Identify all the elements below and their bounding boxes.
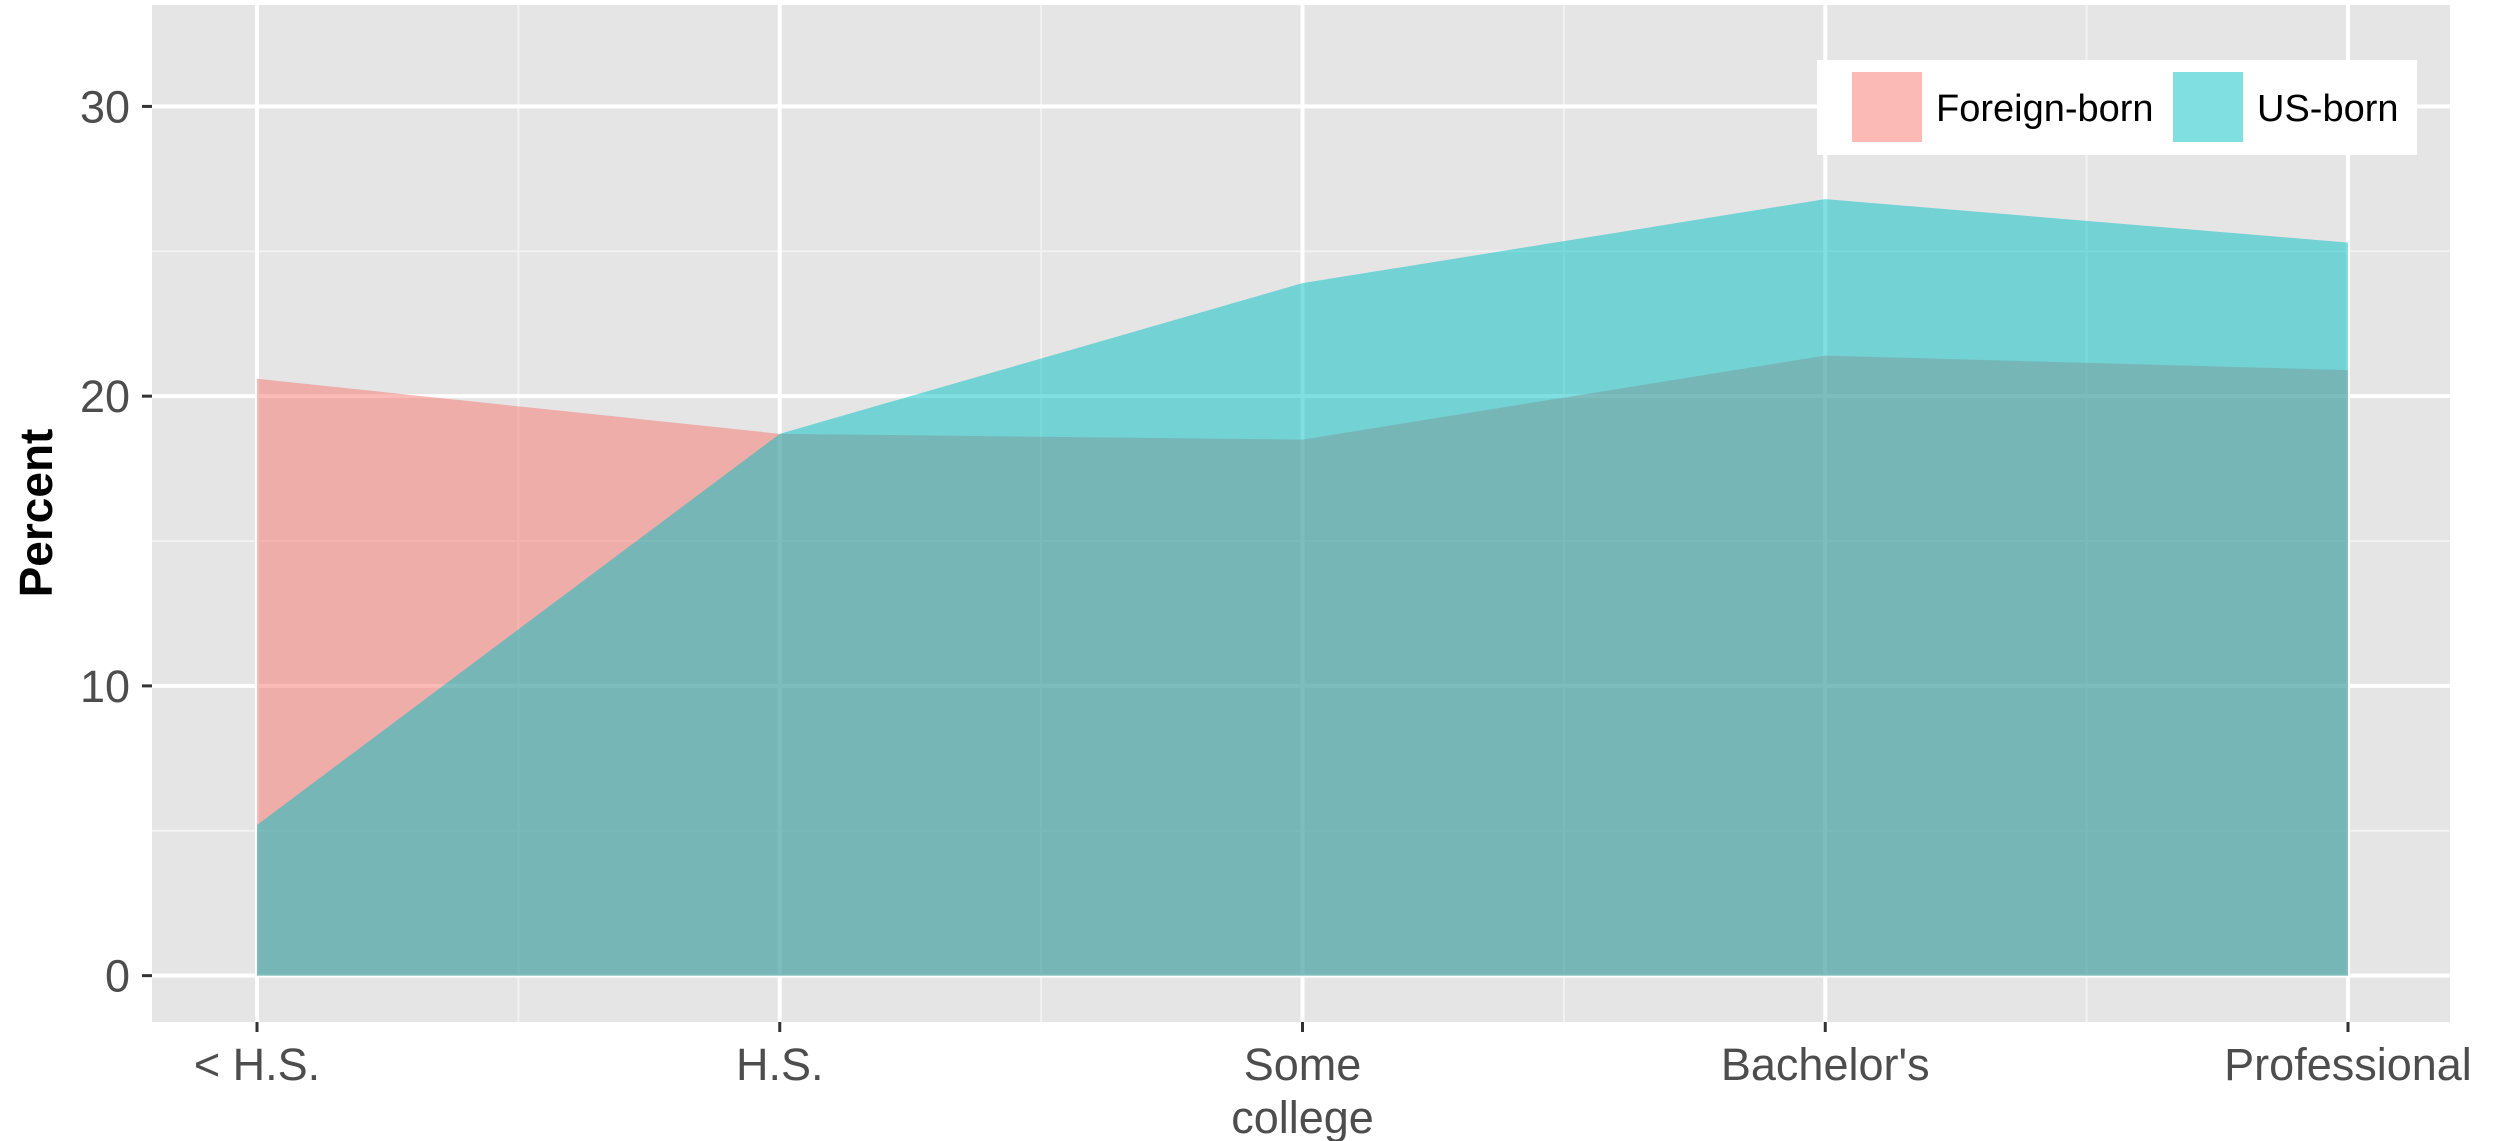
area-series — [257, 199, 2348, 976]
x-tick-label: Bachelor's — [1721, 1039, 1930, 1090]
x-tick-label: H.S. — [736, 1039, 824, 1090]
y-axis: 0 10 20 30 — [80, 81, 152, 1002]
legend-label: Foreign-born — [1936, 88, 2154, 130]
legend-key-us-born — [2173, 72, 2243, 142]
area-us-born — [257, 199, 2348, 976]
y-tick-label: 10 — [80, 661, 130, 712]
y-tick-label: 0 — [105, 951, 130, 1002]
legend-label: US-born — [2257, 88, 2399, 130]
x-tick-label: Some college — [1231, 1039, 1374, 1141]
legend: Foreign-born US-born — [1817, 60, 2417, 155]
y-tick-label: 30 — [80, 81, 130, 132]
y-tick-label: 20 — [80, 371, 130, 422]
x-tick-label: < H.S. — [194, 1039, 320, 1090]
x-axis: < H.S. H.S. Some college Bachelor's Professio… — [194, 1022, 2472, 1141]
legend-key-foreign-born — [1852, 72, 1922, 142]
x-tick-label: Professional — [2224, 1039, 2472, 1090]
y-axis-title: Percent — [10, 429, 62, 598]
